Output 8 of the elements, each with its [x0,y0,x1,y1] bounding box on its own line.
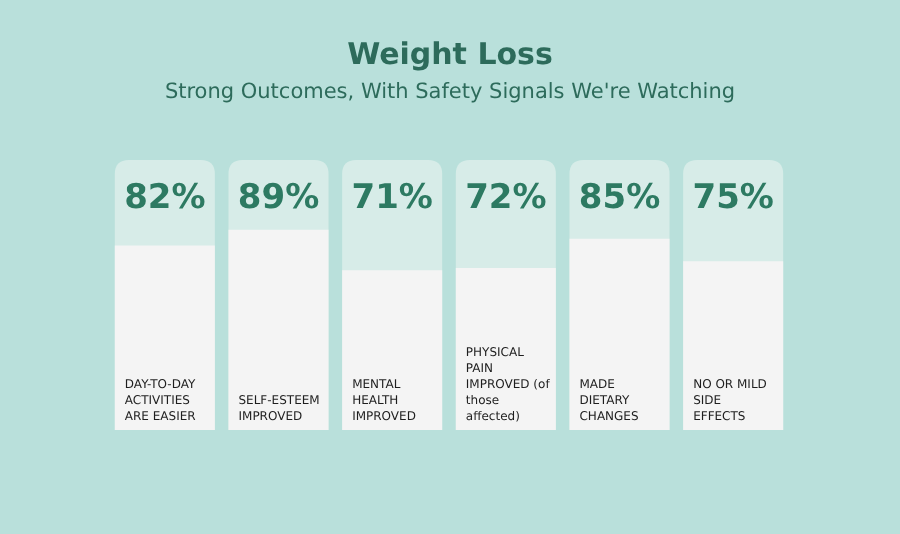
chart-subtitle: Strong Outcomes, With Safety Signals We're Watching [162,80,738,104]
data-label: 75% [692,178,774,218]
data-label: 89% [237,178,320,218]
data-label: 72% [465,178,547,218]
data-label: 82% [124,178,206,218]
chart-title: Weight Loss [345,36,555,72]
data-label: 71% [351,178,433,218]
data-label: 85% [578,178,661,218]
